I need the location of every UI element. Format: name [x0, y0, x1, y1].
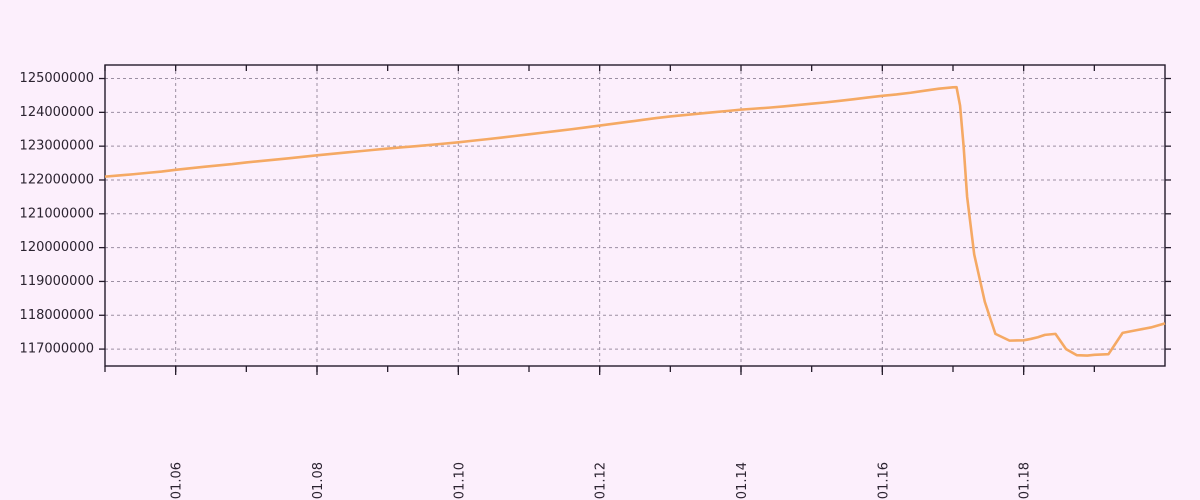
- data-series-group: [104, 85, 1166, 357]
- x-axis-tick-label: 2025.01.08: [311, 462, 326, 500]
- y-axis-ticks-group: [99, 77, 1171, 350]
- x-axis-tick-label: 2025.01.12: [594, 462, 609, 500]
- x-axis-tick-label: 2025.01.10: [452, 462, 467, 500]
- y-axis-tick-label: 125000000: [20, 71, 94, 86]
- y-axis-labels-group: 117000000 118000000 119000000 120000000 1210…: [20, 71, 94, 357]
- x-axis-tick-label: 2025.01.06: [170, 462, 185, 500]
- plot-frame: [104, 64, 1166, 367]
- x-axis-labels-group: 2025.01.06 2025.01.08 2025.01.10 2025.01.12…: [170, 462, 1033, 500]
- x-axis-ticks-group: [104, 65, 1095, 375]
- y-axis-tick-label: 119000000: [20, 274, 94, 289]
- series-line-number-of-statuses: [104, 85, 1166, 357]
- y-axis-tick-label: 117000000: [20, 342, 94, 357]
- x-axis-tick-label: 2025.01.16: [876, 462, 891, 500]
- y-axis-tick-label: 124000000: [20, 105, 94, 120]
- y-axis-tick-label: 121000000: [20, 206, 94, 221]
- y-axis-tick-label: 122000000: [20, 172, 94, 187]
- x-axis-tick-label: 2025.01.18: [1018, 462, 1033, 500]
- y-axis-tick-label: 123000000: [20, 139, 94, 154]
- y-axis-tick-label: 120000000: [20, 240, 94, 255]
- gridlines-group: [105, 65, 1165, 366]
- plot-border: [104, 64, 1166, 367]
- x-axis-tick-label: 2025.01.14: [735, 462, 750, 500]
- y-axis-tick-label: 118000000: [20, 308, 94, 323]
